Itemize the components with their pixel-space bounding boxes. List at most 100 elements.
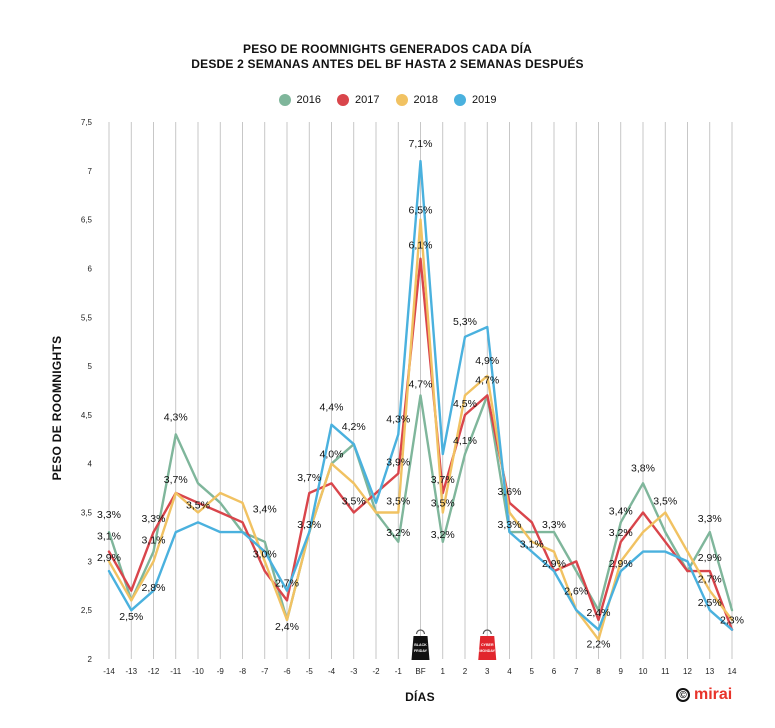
data-label: 2,7% [275,578,299,590]
legend-label: 2016 [296,94,322,106]
data-label: 3,3% [698,513,722,525]
x-tick-label: -6 [283,667,291,676]
y-tick-label: 7 [88,167,93,176]
data-label: 3,8% [631,462,655,474]
data-label: 2,4% [587,607,611,619]
data-label: 3,1% [142,535,166,547]
y-tick-label: 7,5 [81,118,93,127]
data-label: 3,0% [253,548,277,560]
y-tick-label: 2,5 [81,606,93,615]
y-tick-label: 3 [88,557,93,566]
y-tick-label: 6,5 [81,216,93,225]
legend-swatch [337,94,350,106]
data-label: 2,9% [609,558,633,570]
event-marker-text: BLACK [414,643,427,647]
data-label: 2,9% [542,558,566,570]
legend-swatch [395,94,408,106]
x-tick-label: -10 [192,667,204,676]
data-label: 3,4% [253,503,277,515]
data-label: 3,3% [498,519,522,531]
data-label: 2,7% [698,574,722,586]
x-tick-label: -9 [217,667,225,676]
data-label: 3,4% [609,505,633,517]
legend-item-2018: 2018 [395,94,438,106]
x-tick-label: 7 [574,667,579,676]
x-tick-label: -3 [350,667,358,676]
y-tick-label: 6 [88,264,93,273]
data-label: 3,7% [431,474,455,486]
legend-item-2019: 2019 [453,94,497,106]
legend-swatch [453,94,466,106]
data-label: 3,6% [498,486,522,498]
gridlines [108,122,733,659]
chart-title-line-2: DESDE 2 SEMANAS ANTES DEL BF HASTA 2 SEM… [191,57,584,71]
series-line-2018 [107,218,734,641]
series-line-2019 [107,159,734,631]
x-tick-label: 5 [530,667,535,676]
data-label: 7,1% [409,138,433,150]
series-line-2016 [107,394,734,622]
series-lines [107,159,734,641]
data-label: 6,1% [409,240,433,252]
y-axis: 2 2,5 3 3,5 4 4,5 5 5,5 6 6,5 7 7,5 [81,118,93,664]
x-tick-label: -5 [306,667,314,676]
x-tick-label: 10 [639,667,648,676]
y-tick-label: 3,5 [81,509,93,518]
data-label: 3,5% [431,498,455,510]
x-tick-label: -14 [103,667,115,676]
legend-item-2016: 2016 [278,94,322,106]
chart-title-line-1: PESO DE ROOMNIGHTS GENERADOS CADA DÍA [243,42,532,56]
y-tick-label: 5,5 [81,313,93,322]
data-label: 3,5% [386,496,410,508]
x-tick-label: -12 [148,667,160,676]
event-marker-3: CYBER MONDAY [478,629,497,660]
event-marker-text: CYBER [481,643,494,647]
data-label: 4,3% [164,411,188,423]
brand-wordmark: mirai [694,686,733,703]
x-tick-label: -4 [328,667,336,676]
data-label: 2,4% [275,621,299,633]
data-label: 2,9% [698,552,722,564]
data-label: 4,1% [453,435,477,447]
data-label: 2,5% [698,597,722,609]
x-tick-label: 12 [683,667,692,676]
x-tick-label: BF [415,667,425,676]
data-label: 2,6% [564,585,588,597]
legend-item-2017: 2017 [337,94,380,106]
x-axis: -14 -13 -12 -11 -10 -9 -8 -7 -6 -5 -4 -3 -2 -1 BF 1 2 3 4 5… [103,667,737,676]
data-label: 3,2% [386,527,410,539]
data-label: 4,9% [475,355,499,367]
data-label: 4,4% [320,402,344,414]
data-label: 4,7% [409,378,433,390]
data-label: 3,1% [97,531,121,543]
data-label: 4,7% [475,374,499,386]
y-tick-label: 4 [88,460,93,469]
data-label: 5,3% [453,316,477,328]
x-tick-label: 11 [661,667,670,676]
data-label: 2,8% [142,582,166,594]
x-tick-label: 8 [596,667,601,676]
data-label: 4,0% [320,449,344,461]
x-tick-label: -13 [125,667,137,676]
event-marker-BF: BLACK FRIDAY [411,629,430,660]
data-label: 4,3% [386,413,410,425]
legend-swatch [278,94,291,106]
x-tick-label: -1 [395,667,403,676]
x-tick-label: 9 [619,667,624,676]
data-label: 2,2% [587,638,611,650]
legend-label: 2017 [355,94,380,106]
data-label: 6,5% [409,205,433,217]
x-tick-label: 4 [507,667,512,676]
legend-label: 2019 [471,94,497,106]
event-marker-text: MONDAY [479,649,495,653]
x-tick-label: 2 [463,667,468,676]
data-label: 3,2% [431,529,455,541]
data-label: 3,2% [609,527,633,539]
data-label: 3,3% [297,519,321,531]
x-tick-label: 6 [552,667,557,676]
x-tick-label: -7 [261,667,269,676]
brand-logo: © mirai [676,686,732,704]
data-label: 2,3% [720,615,744,627]
x-tick-label: 13 [705,667,714,676]
